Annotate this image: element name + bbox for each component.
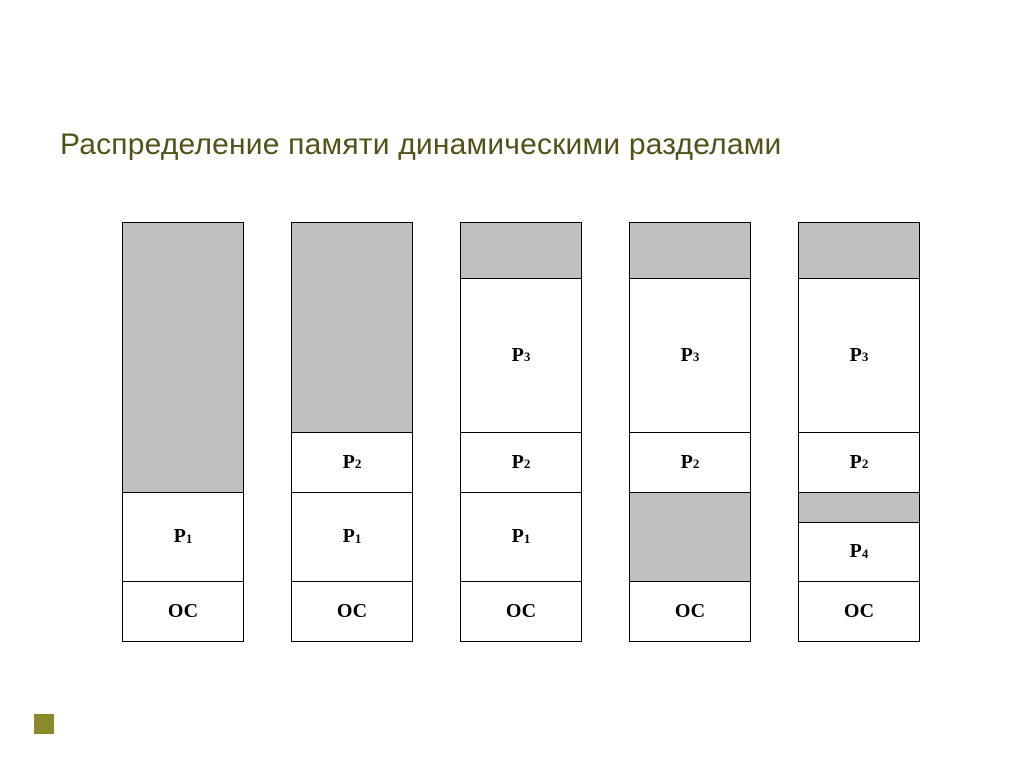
memory-column-4: ОСP4 P2P3	[798, 222, 920, 642]
process-segment: P2	[292, 432, 412, 492]
process-segment: ОС	[123, 581, 243, 641]
process-segment: P2	[461, 432, 581, 492]
process-segment: ОС	[292, 581, 412, 641]
free-segment	[630, 223, 750, 278]
process-segment: P3	[630, 278, 750, 432]
memory-column-2: ОСP1P2P3	[460, 222, 582, 642]
process-segment: P2	[630, 432, 750, 492]
memory-column-1: ОСP1P2	[291, 222, 413, 642]
process-segment: ОС	[799, 581, 919, 641]
process-segment: P3	[799, 278, 919, 432]
process-segment: P1	[292, 492, 412, 582]
process-segment: P3	[461, 278, 581, 432]
process-segment: P4	[799, 522, 919, 582]
free-segment	[292, 223, 412, 432]
free-segment	[799, 223, 919, 278]
memory-columns: ОСP1ОСP1P2ОСP1P2P3ОСP2P3ОСP4P2P3	[122, 222, 920, 642]
process-segment: P1	[123, 492, 243, 582]
accent-square	[34, 714, 54, 734]
process-segment: P2	[799, 432, 919, 492]
process-segment: ОС	[461, 581, 581, 641]
memory-column-3: ОС P2P3	[629, 222, 751, 642]
memory-column-0: ОСP1	[122, 222, 244, 642]
free-segment	[123, 223, 243, 492]
process-segment: P1	[461, 492, 581, 582]
process-segment: ОС	[630, 581, 750, 641]
page-title: Распределение памяти динамическими разде…	[60, 128, 782, 162]
free-segment	[799, 492, 919, 522]
free-segment	[630, 492, 750, 582]
free-segment	[461, 223, 581, 278]
